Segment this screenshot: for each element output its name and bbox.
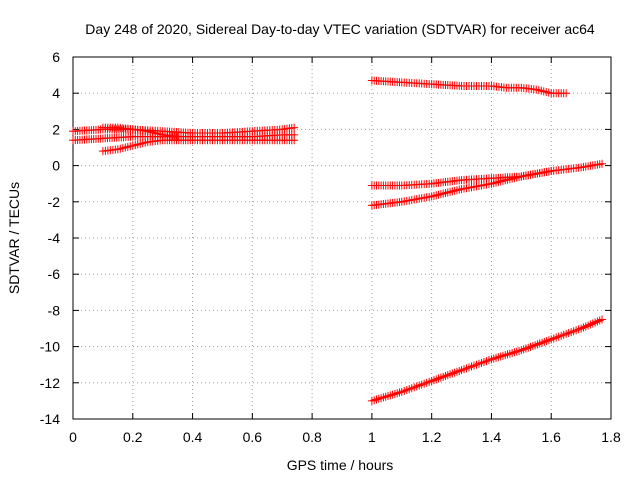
x-tick-label: 1.8	[601, 429, 621, 445]
x-tick-label: 0.8	[302, 429, 322, 445]
series-group	[367, 167, 556, 210]
y-tick-label: 4	[52, 85, 60, 101]
x-tick-label: 1.2	[422, 429, 442, 445]
x-axis-label: GPS time / hours	[287, 457, 394, 473]
y-tick-label: -14	[40, 411, 60, 427]
chart-title: Day 248 of 2020, Sidereal Day-to-day VTE…	[85, 21, 595, 37]
data-series	[69, 76, 607, 405]
x-tick-label: 0.6	[243, 429, 263, 445]
data-point	[173, 132, 182, 141]
data-point	[598, 315, 607, 324]
series-group	[367, 76, 571, 98]
y-axis-label: SDTVAR / TECUs	[6, 182, 22, 294]
x-tick-label: 0.2	[123, 429, 143, 445]
series-group	[367, 315, 607, 405]
y-tick-label: -6	[48, 266, 61, 282]
x-tick-label: 1	[368, 429, 376, 445]
data-point	[547, 167, 556, 176]
grid-lines	[73, 57, 611, 419]
data-point	[562, 89, 571, 98]
series-group	[98, 123, 182, 141]
axis-ticks: 0 0.2 0.4 0.6 0.8 1 1.2 1.4 1.6 1.8 -14 -12 -10 -8 -6 -…	[40, 49, 621, 445]
y-tick-label: 2	[52, 121, 60, 137]
y-tick-label: -4	[48, 230, 61, 246]
y-tick-label: 6	[52, 49, 60, 65]
data-point	[290, 136, 299, 145]
y-tick-label: 0	[52, 158, 60, 174]
x-tick-label: 0	[69, 429, 77, 445]
x-tick-label: 0.4	[183, 429, 203, 445]
x-tick-label: 1.6	[541, 429, 561, 445]
y-tick-label: -2	[48, 194, 61, 210]
data-point	[598, 159, 607, 168]
data-point	[290, 123, 299, 132]
x-tick-label: 1.4	[482, 429, 502, 445]
y-tick-label: -8	[48, 302, 61, 318]
y-tick-label: -10	[40, 339, 60, 355]
y-tick-label: -12	[40, 375, 60, 391]
